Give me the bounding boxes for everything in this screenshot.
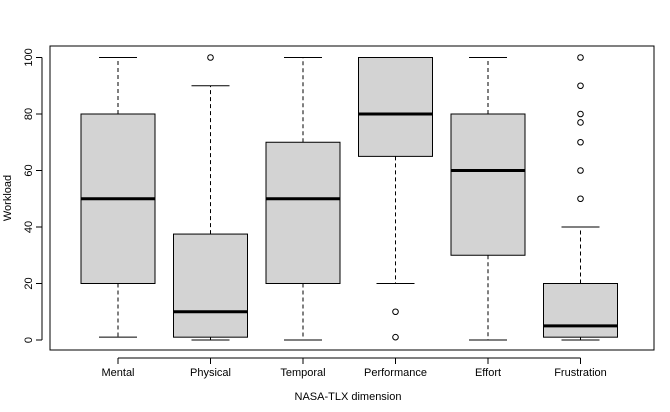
box-mental — [80, 57, 156, 338]
box-iqr — [358, 57, 433, 157]
y-axis-label: Workload — [2, 175, 14, 221]
outlier-point — [392, 308, 399, 316]
box-iqr — [543, 283, 618, 338]
box-temporal — [265, 57, 341, 341]
y-axis: 0 20 40 60 80 100 — [23, 48, 43, 343]
x-axis: Mental Physical Temporal Performance Effort F… — [101, 357, 607, 379]
box-iqr — [450, 113, 526, 256]
y-tick-label: 20 — [23, 277, 35, 289]
outlier-point — [577, 82, 584, 90]
box-iqr — [265, 141, 341, 284]
outlier-point — [577, 54, 584, 61]
box-performance — [358, 57, 433, 341]
y-tick-label: 80 — [23, 108, 35, 120]
box-iqr — [173, 233, 248, 338]
x-tick-label: Mental — [101, 367, 134, 379]
outlier-point — [577, 138, 584, 146]
outlier-point — [577, 110, 584, 118]
plot-frame — [49, 45, 655, 351]
y-tick-label: 60 — [23, 164, 35, 176]
outlier-point — [577, 119, 584, 126]
x-tick-label: Performance — [364, 367, 427, 379]
x-tick-label: Temporal — [280, 367, 325, 379]
x-axis-label: NASA-TLX dimension — [295, 391, 402, 403]
x-tick-label: Effort — [475, 367, 501, 379]
x-tick-label: Frustration — [554, 367, 607, 379]
box-series — [80, 54, 618, 341]
box-frustration — [543, 54, 618, 341]
x-tick-label: Physical — [190, 367, 231, 379]
outlier-point — [577, 195, 584, 203]
outlier-point — [207, 54, 214, 61]
y-tick-label: 0 — [23, 337, 35, 343]
y-tick-label: 40 — [23, 221, 35, 233]
y-tick-label: 100 — [23, 48, 35, 66]
box-effort — [450, 57, 526, 341]
box-physical — [173, 54, 248, 341]
outlier-point — [392, 333, 399, 341]
outlier-point — [577, 167, 584, 174]
